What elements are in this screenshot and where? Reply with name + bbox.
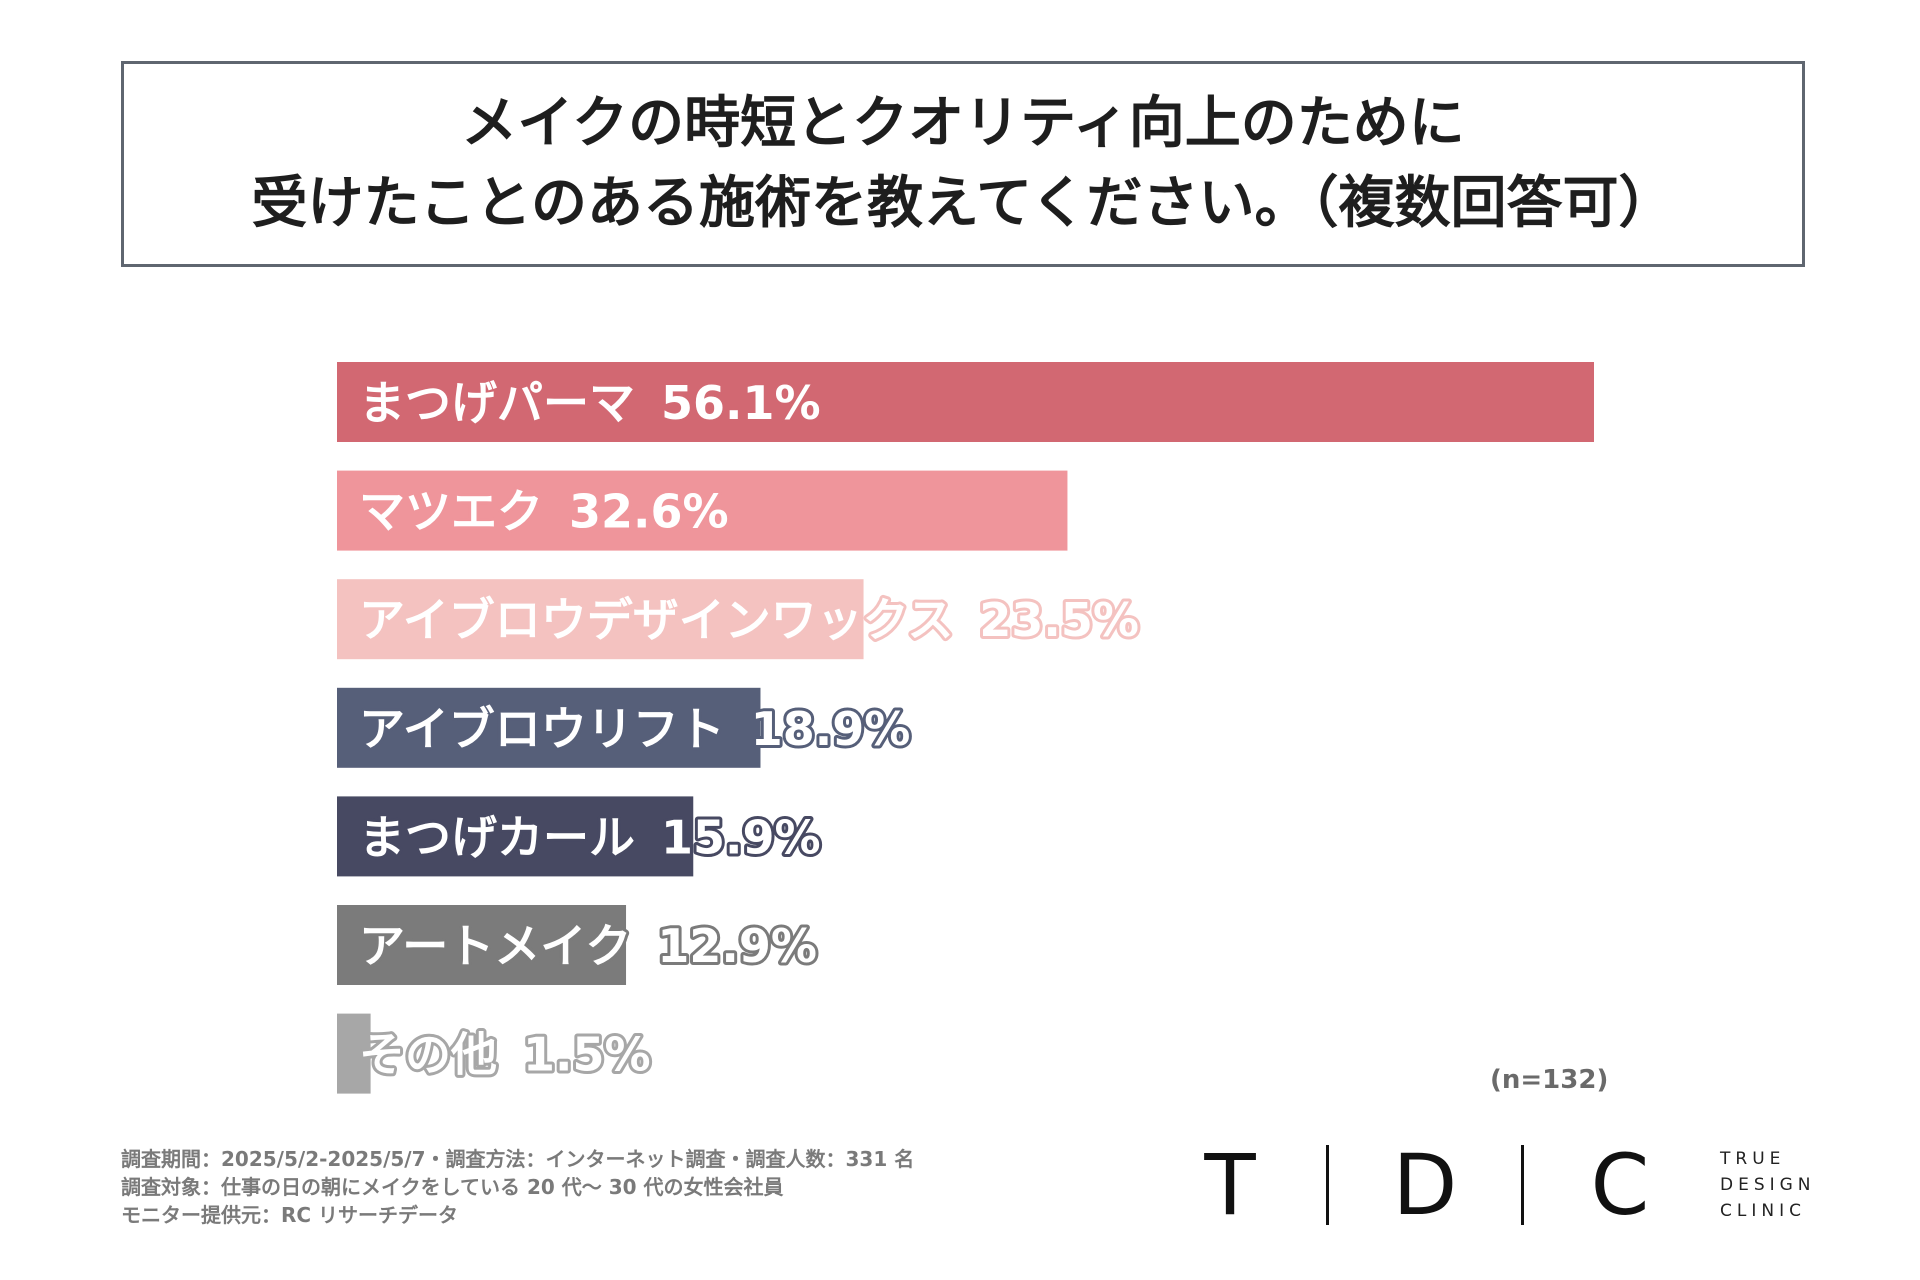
value-label-5: 12.9% [657, 919, 817, 973]
logo-word-clinic: CLINIC [1720, 1201, 1806, 1221]
survey-footnotes: 調査期間：2025/5/2-2025/5/7・調査方法：インターネット調査・調査… [121, 1145, 914, 1229]
logo-letter-d: D [1392, 1136, 1458, 1234]
chart-title-line-1: メイクの時短とクオリティ向上のために [461, 91, 1465, 156]
bar-2 [337, 579, 864, 660]
logo-wordmark: TRUE DESIGN CLINIC [1720, 1146, 1816, 1224]
bar-4 [337, 796, 694, 877]
logo-separator [1521, 1145, 1524, 1225]
category-label-1: マツエク [359, 485, 543, 539]
bar-5 [337, 905, 627, 985]
bar-0 [337, 362, 1594, 442]
bar-label-0: まつげパーマ 56.1% [359, 376, 821, 430]
category-label-0: まつげパーマ [359, 376, 635, 430]
category-label-3: アイブロウリフト [359, 702, 725, 756]
bar-chart: まつげパーマ 56.1%マツエク 32.6%アイブロウデザインワックス 23.5%アイ… [337, 362, 1594, 1094]
value-label-4: 15.9% [661, 810, 821, 864]
bar-label-1: マツエク 32.6% [359, 485, 729, 539]
logo-letter-t: T [1204, 1136, 1256, 1234]
value-label-0: 56.1% [661, 376, 821, 430]
footnote-period: 調査期間：2025/5/2-2025/5/7・調査方法：インターネット調査・調査… [121, 1147, 915, 1171]
category-label-6: その他 [359, 1028, 497, 1082]
bar-label-6: その他 1.5% [359, 1028, 651, 1082]
tdc-logo: T D C TRUE DESIGN CLINIC [1190, 1140, 1816, 1230]
logo-word-true: TRUE [1720, 1149, 1786, 1169]
logo-letter-c: C [1590, 1136, 1650, 1234]
value-label-2: 23.5% [979, 593, 1139, 647]
logo-separator [1326, 1145, 1329, 1225]
bar-3 [337, 687, 761, 768]
bar-label-3: アイブロウリフト 18.9% [359, 702, 910, 756]
chart-title-box: メイクの時短とクオリティ向上のために 受けたことのある施術を教えてください。（複… [121, 61, 1805, 267]
category-label-4: まつげカール [359, 810, 635, 864]
chart-title-line-2: 受けたことのある施術を教えてください。（複数回答可） [251, 171, 1675, 236]
value-label-6: 1.5% [523, 1028, 651, 1082]
category-label-2: アイブロウデザインワックス [359, 593, 953, 647]
sample-size-label: (n=132) [1490, 1065, 1609, 1095]
bar-label-5: アートメイク 12.9% [359, 919, 817, 973]
footnote-source: モニター提供元：RC リサーチデータ [121, 1203, 459, 1227]
category-label-5: アートメイク [359, 919, 631, 973]
bar-label-4: まつげカール 15.9% [359, 810, 821, 864]
bar-6 [337, 1013, 371, 1094]
bar-label-2: アイブロウデザインワックス 23.5% [359, 593, 1139, 647]
value-label-1: 32.6% [569, 485, 729, 539]
footnote-target: 調査対象：仕事の日の朝にメイクをしている 20 代〜 30 代の女性会社員 [121, 1175, 784, 1199]
value-label-3: 18.9% [751, 702, 911, 756]
logo-word-design: DESIGN [1720, 1175, 1816, 1195]
bar-1 [337, 470, 1068, 551]
